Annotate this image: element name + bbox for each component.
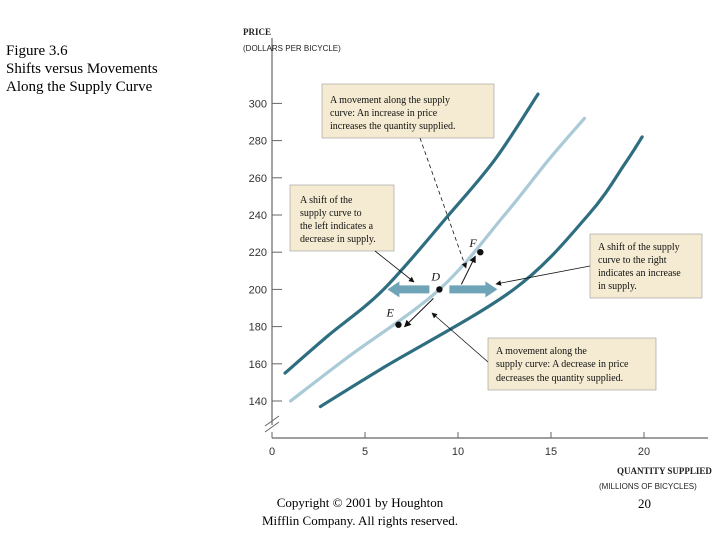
- x-tick-label: 5: [362, 446, 368, 458]
- point-label-f: F: [468, 236, 477, 250]
- y-tick-label: 200: [249, 284, 267, 296]
- annotation-movement-down-line-1: A movement along the: [496, 346, 587, 357]
- annotation-shift-left-line-4: decrease in supply.: [300, 234, 376, 245]
- supply-curve-right: [318, 135, 644, 409]
- annotation-movement-up-line-3: increases the quantity supplied.: [330, 121, 456, 132]
- x-tick-label: 10: [452, 446, 464, 458]
- y-tick-label: 280: [249, 136, 267, 148]
- annotation-shift-right-line-4: in supply.: [598, 281, 637, 292]
- annotation-shift-left: A shift of the supply curve to the left …: [289, 184, 395, 252]
- annotation-box-shift-left: [289, 184, 395, 252]
- annotation-movement-up: A movement along the supply curve: An in…: [321, 83, 495, 139]
- shift-left-arrow: [387, 281, 430, 298]
- leader-movement-down: [431, 312, 489, 363]
- point-label-d: D: [430, 269, 440, 283]
- annotation-shift-left-line-2: supply curve to: [300, 208, 362, 219]
- y-axis-title: PRICE: [243, 27, 271, 37]
- x-axis-subtitle: (MILLIONS OF BICYCLES): [599, 482, 697, 491]
- point-label-e: E: [385, 306, 394, 320]
- x-tick-label: 0: [269, 446, 275, 458]
- axis-break-mark-2: [264, 421, 280, 433]
- annotation-shift-right-line-2: curve to the right: [598, 255, 667, 266]
- annotation-shift-right-line-3: indicates an increase: [598, 268, 681, 279]
- annotation-shift-left-line-1: A shift of the: [300, 195, 353, 206]
- y-tick-label: 220: [249, 247, 267, 259]
- x-tick-label: 20: [638, 446, 650, 458]
- figure-title-line-2: Shifts versus Movements: [6, 61, 158, 77]
- movement-up-arrow: [460, 255, 476, 285]
- annotation-shift-right: A shift of the supply curve to the right…: [589, 233, 703, 299]
- y-tick-label: 240: [249, 210, 267, 222]
- y-tick-label: 140: [249, 396, 267, 408]
- shift-right-arrow: [449, 281, 498, 298]
- y-tick-label: 180: [249, 322, 267, 334]
- figure-title-line-1: Figure 3.6: [6, 43, 68, 59]
- annotation-shift-left-line-3: the left indicates a: [300, 221, 374, 232]
- y-tick-label: 160: [249, 359, 267, 371]
- leader-shift-right: [495, 265, 591, 286]
- movement-down-arrow: [403, 298, 434, 328]
- leader-movement-up: [419, 137, 467, 269]
- annotation-box-movement-up: [321, 83, 495, 139]
- page-number: 20: [638, 496, 651, 511]
- y-axis-subtitle: (DOLLARS PER BICYCLE): [243, 44, 341, 53]
- annotation-movement-up-line-1: A movement along the supply: [330, 95, 450, 106]
- supply-curve-left: [283, 92, 540, 375]
- point-f: [477, 249, 484, 256]
- axis-break-mark-1: [264, 415, 280, 427]
- figure-title: Figure 3.6 Shifts versus Movements Along…: [6, 42, 158, 96]
- annotation-movement-up-line-2: curve: An increase in price: [330, 108, 438, 119]
- copyright-notice: Copyright © 2001 by Houghton Mifflin Com…: [250, 494, 470, 530]
- x-tick-label: 15: [545, 446, 557, 458]
- y-tick-label: 300: [249, 98, 267, 110]
- point-d: [436, 286, 443, 293]
- annotation-movement-down-line-2: supply curve: A decrease in price: [496, 359, 629, 370]
- copyright-line-1: Copyright © 2001 by Houghton: [276, 495, 444, 510]
- y-tick-label: 260: [249, 173, 267, 185]
- copyright-line-2: Mifflin Company. All rights reserved.: [261, 513, 459, 528]
- figure-title-line-3: Along the Supply Curve: [6, 79, 153, 95]
- annotation-box-movement-down: [487, 337, 657, 391]
- x-axis-title: QUANTITY SUPPLIED: [617, 466, 712, 476]
- annotation-shift-right-line-1: A shift of the supply: [598, 242, 680, 253]
- annotation-movement-down: A movement along the supply curve: A dec…: [487, 337, 657, 391]
- annotation-movement-down-line-3: decreases the quantity supplied.: [496, 373, 623, 384]
- leader-shift-left: [374, 250, 415, 283]
- annotation-box-shift-right: [589, 233, 703, 299]
- point-e: [395, 321, 402, 328]
